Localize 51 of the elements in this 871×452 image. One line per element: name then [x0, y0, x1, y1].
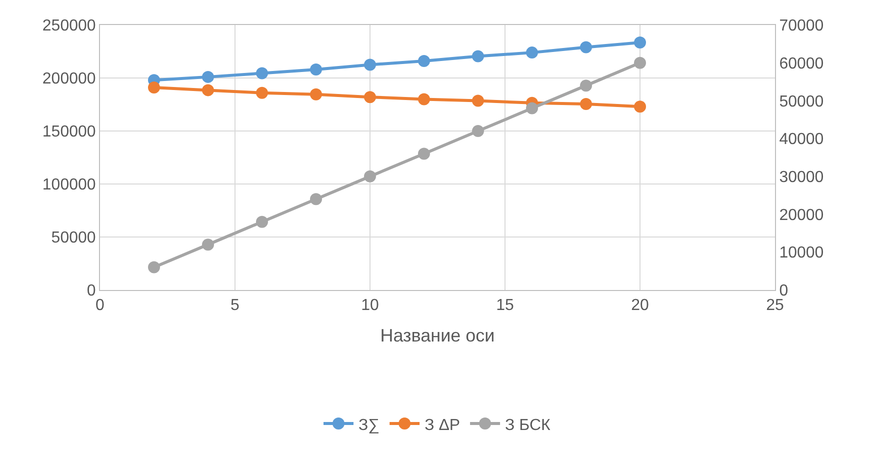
point [580, 80, 592, 92]
point [364, 58, 376, 71]
y-tick-label: 100000 [42, 176, 96, 194]
x-tick-label: 25 [766, 297, 784, 314]
point [580, 41, 592, 54]
point [310, 88, 322, 100]
x-tick-label: 20 [631, 297, 649, 314]
y2-tick-label: 60000 [779, 55, 824, 72]
y2-tick-label: 10000 [779, 244, 824, 262]
point [256, 86, 268, 99]
point [202, 84, 214, 96]
point [256, 216, 268, 228]
y2-tick-label: 20000 [779, 206, 824, 224]
x-axis-title: Название оси [380, 325, 495, 346]
legend-label: З∑ [358, 416, 380, 434]
point [148, 82, 160, 94]
point [634, 36, 646, 48]
y-tick-label: 250000 [42, 18, 96, 35]
point [364, 91, 376, 104]
y-tick-label: 200000 [42, 70, 96, 88]
point [364, 170, 376, 182]
point [472, 50, 484, 62]
y2-tick-label: 30000 [779, 169, 824, 186]
y2-tick-label: 50000 [779, 93, 824, 110]
point [472, 125, 484, 137]
y2-tick-label: 0 [779, 282, 788, 300]
point [310, 64, 322, 76]
x-tick-label: 5 [230, 297, 240, 314]
legend-label: З БСК [505, 416, 552, 434]
point [202, 70, 214, 83]
point [256, 67, 268, 80]
point [526, 46, 538, 59]
y2-tick-label: 70000 [779, 18, 824, 35]
point [418, 93, 430, 106]
legend-label: З ΔР [424, 416, 460, 434]
point [418, 148, 430, 160]
point [634, 56, 646, 69]
y-tick-label: 150000 [42, 124, 96, 141]
point [310, 193, 322, 206]
point [418, 55, 430, 68]
point [526, 102, 538, 114]
point [472, 94, 484, 107]
x-tick-label: 10 [361, 297, 379, 314]
point [202, 238, 214, 251]
y2-tick-label: 40000 [779, 131, 824, 148]
y-tick-label: 50000 [51, 230, 96, 247]
point [634, 100, 646, 113]
point [580, 98, 592, 110]
point [148, 261, 160, 274]
y-tick-label: 0 [86, 282, 96, 300]
x-tick-label: 15 [496, 297, 514, 314]
